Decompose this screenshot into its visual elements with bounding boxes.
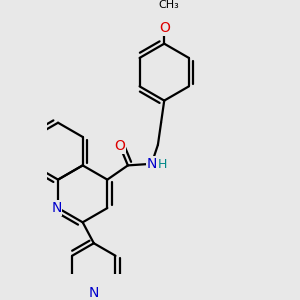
Text: O: O xyxy=(159,21,170,35)
Text: N: N xyxy=(51,201,62,215)
Text: O: O xyxy=(115,140,125,153)
Text: H: H xyxy=(158,158,167,171)
Text: CH₃: CH₃ xyxy=(159,1,179,10)
Text: N: N xyxy=(88,286,99,300)
Text: N: N xyxy=(146,157,157,171)
